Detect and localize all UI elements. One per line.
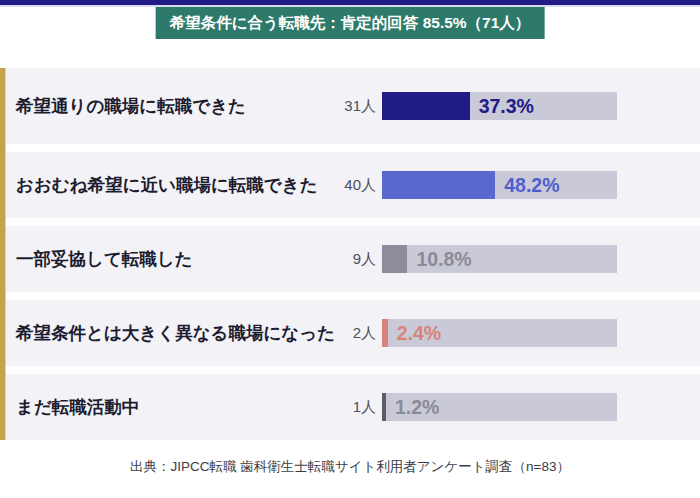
row-label: 一部妥協して転職した [16, 226, 193, 292]
chart-title-banner: 希望条件に合う転職先：肯定的回答 85.5%（71人） [156, 7, 545, 39]
chart-row: おおむね希望に近い職場に転職できた40人 48.2% [0, 152, 700, 218]
bar-fill [382, 245, 407, 273]
row-label: おおむね希望に近い職場に転職できた [16, 152, 318, 218]
chart-row: 希望条件とは大きく異なる職場になった2人 2.4% [0, 300, 700, 366]
bar-fill [382, 319, 388, 347]
row-count: 40人 [300, 152, 376, 218]
bar-value-label: 2.4% [397, 322, 441, 345]
bar-value-label: 37.3% [479, 95, 534, 118]
source-note: 出典：JIPCC転職 歯科衛生士転職サイト利用者アンケート調査（n=83） [0, 458, 700, 476]
bar-fill [382, 393, 386, 421]
row-label: 希望条件とは大きく異なる職場になった [16, 300, 335, 366]
bar-fill [382, 92, 470, 120]
bar-rows: 希望通りの職場に転職できた 31人 37.3% おおむね希望に近い職場に転職できた40… [0, 68, 700, 448]
left-accent-stripe [0, 68, 6, 440]
bar-fill [382, 171, 495, 199]
chart-row: まだ転職活動中 1人 1.2% [0, 374, 700, 440]
row-label: 希望通りの職場に転職できた [16, 68, 246, 144]
row-count: 1人 [300, 374, 376, 440]
chart-row: 希望通りの職場に転職できた 31人 37.3% [0, 68, 700, 144]
row-count: 31人 [300, 68, 376, 144]
survey-chart-page: 希望条件に合う転職先：肯定的回答 85.5%（71人） 希望通りの職場に転職でき… [0, 0, 700, 498]
bar-track [382, 171, 617, 199]
bar-value-label: 48.2% [504, 174, 559, 197]
chart-row: 一部妥協して転職した 9人 10.8% [0, 226, 700, 292]
row-count: 9人 [300, 226, 376, 292]
bar-value-label: 10.8% [416, 248, 471, 271]
bar-value-label: 1.2% [395, 396, 439, 419]
row-count: 2人 [300, 300, 376, 366]
row-label: まだ転職活動中 [16, 374, 139, 440]
